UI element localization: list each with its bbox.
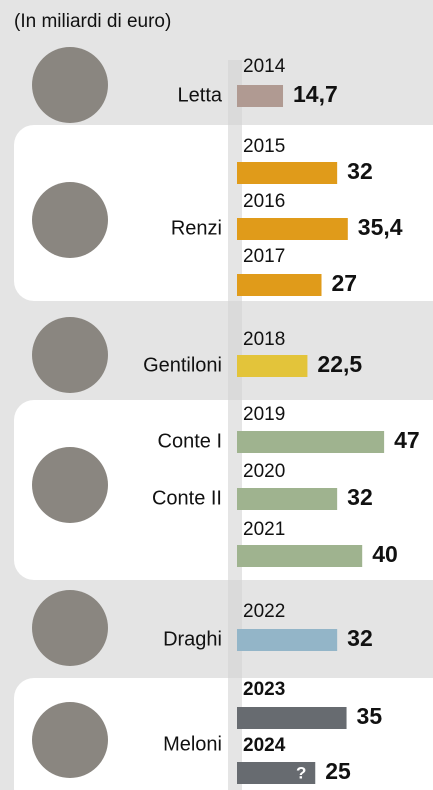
leader-label: Letta — [178, 84, 223, 106]
value-label: 32 — [347, 158, 373, 184]
value-label: 32 — [347, 484, 373, 510]
year-label: 2022 — [243, 601, 285, 622]
photo — [32, 47, 108, 123]
bar — [237, 162, 338, 184]
leader-label: Gentiloni — [143, 354, 222, 376]
bar — [237, 274, 322, 296]
value-label: 35 — [357, 703, 383, 729]
photo — [32, 702, 108, 778]
year-label: 2014 — [243, 56, 286, 77]
photo — [32, 590, 108, 666]
value-label: 35,4 — [358, 214, 403, 240]
year-label: 2020 — [243, 461, 285, 482]
year-label: 2023 — [243, 679, 285, 700]
value-label: 25 — [325, 758, 351, 784]
value-label: 14,7 — [293, 81, 338, 107]
bar — [237, 85, 284, 107]
divider — [228, 60, 242, 790]
photo — [32, 447, 108, 523]
leader-label: Renzi — [171, 217, 222, 239]
bar — [237, 431, 385, 453]
bar — [237, 355, 308, 377]
annotation: ? — [296, 763, 306, 782]
bar — [237, 707, 347, 729]
value-label: 27 — [332, 270, 358, 296]
leader-label: Draghi — [163, 628, 222, 650]
leader-label: Conte I — [158, 430, 222, 452]
year-label: 2016 — [243, 191, 285, 212]
leader-label: Meloni — [163, 733, 222, 755]
photo — [32, 182, 108, 258]
year-label: 2017 — [243, 246, 285, 267]
bar — [237, 545, 363, 567]
year-label: 2018 — [243, 329, 285, 350]
bar — [237, 488, 338, 510]
subtitle: (In miliardi di euro) — [14, 11, 171, 32]
photos — [32, 47, 108, 778]
bar — [237, 629, 338, 651]
year-label: 2015 — [243, 136, 285, 157]
value-label: 40 — [372, 541, 398, 567]
year-label: 2024 — [243, 735, 286, 756]
bar — [237, 762, 316, 784]
year-label: 2021 — [243, 519, 285, 540]
value-label: 22,5 — [317, 351, 362, 377]
bar — [237, 218, 348, 240]
value-label: 47 — [394, 427, 420, 453]
leader-label: Conte II — [152, 487, 222, 509]
year-label: 2019 — [243, 404, 285, 425]
photo — [32, 317, 108, 393]
value-label: 32 — [347, 625, 373, 651]
panel — [14, 678, 433, 790]
